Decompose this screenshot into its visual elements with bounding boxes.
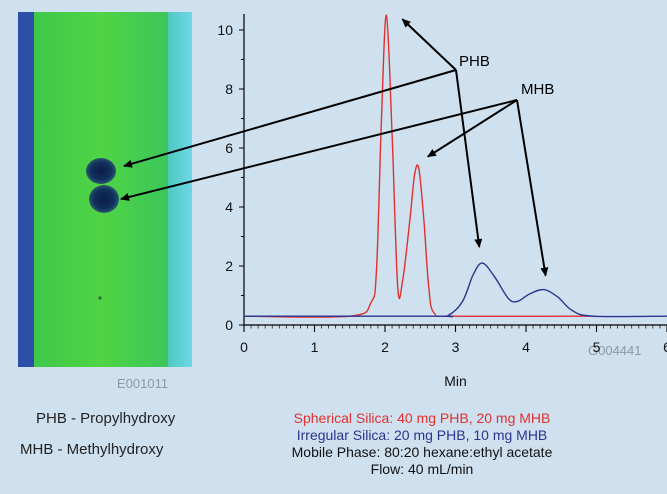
arrow-phb-blue-peak (455, 69, 483, 249)
mobile-phase-condition: Mobile Phase: 80:20 hexane:ethyl acetate (291, 444, 553, 460)
tlc-spot-upper (86, 158, 116, 184)
tlc-spot-lower (89, 185, 119, 213)
x-axis-title: Min (444, 373, 467, 389)
y-tick-label: 4 (225, 199, 233, 215)
mhb-annotation-label: MHB (521, 81, 554, 98)
x-tick-label: 2 (381, 339, 389, 355)
chart-image-code: G004441 (588, 343, 642, 358)
x-tick-label: 3 (452, 339, 460, 355)
x-tick-label: 5 (593, 339, 601, 355)
arrow-mhb-blue-peak (516, 99, 549, 277)
arrow-mhb-red-peak (426, 99, 518, 158)
y-tick-label: 0 (225, 317, 233, 333)
tlc-speck (98, 296, 102, 300)
x-tick-label: 0 (240, 339, 248, 355)
blue-trace (243, 262, 667, 318)
arrow-phb-tlc-spot (123, 69, 457, 168)
flow-condition: Flow: 40 mL/min (370, 461, 474, 477)
mhb-abbreviation: MHB - Methylhydroxy (20, 441, 164, 458)
y-tick-label: 6 (225, 140, 233, 156)
red-trace (243, 14, 597, 318)
arrow-phb-red-peak (401, 18, 457, 71)
x-tick-label: 6 (663, 339, 667, 355)
tlc-image-code: E001011 (117, 376, 169, 391)
y-tick-label: 10 (217, 22, 233, 38)
y-tick-label: 2 (225, 258, 233, 274)
phb-abbreviation: PHB - Propylhydroxy (36, 410, 176, 427)
x-tick-label: 1 (311, 339, 319, 355)
tlc-plate-edge (168, 12, 192, 367)
x-tick-label: 4 (522, 339, 530, 355)
phb-annotation-label: PHB (459, 53, 490, 70)
irregular-silica-condition: Irregular Silica: 20 mg PHB, 10 mg MHB (296, 427, 548, 443)
spherical-silica-condition: Spherical Silica: 40 mg PHB, 20 mg MHB (293, 410, 551, 426)
arrow-mhb-tlc-spot (120, 99, 518, 201)
y-tick-label: 8 (225, 81, 233, 97)
